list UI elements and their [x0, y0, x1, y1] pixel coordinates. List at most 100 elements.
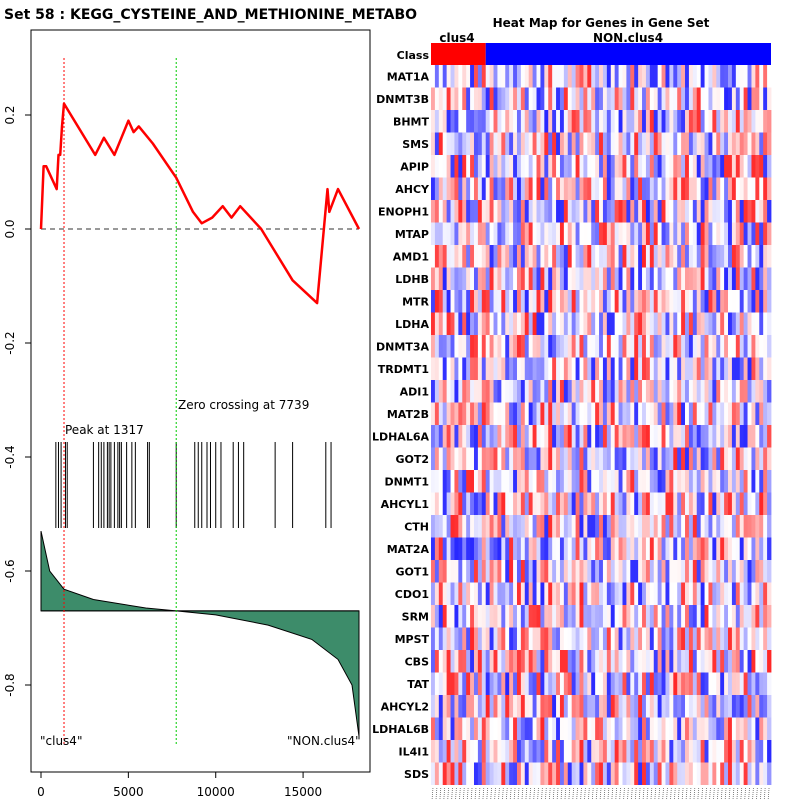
heatmap-cell: [716, 425, 721, 448]
heatmap-cell: [673, 200, 678, 223]
heatmap-cell: [567, 267, 573, 290]
heatmap-cell: [759, 380, 764, 403]
heatmap-cell: [473, 492, 479, 515]
heatmap-cell: [688, 155, 694, 178]
heatmap-cell: [489, 222, 494, 245]
heatmap-cell: [724, 425, 729, 448]
gene-label: LDHA: [395, 318, 429, 331]
heatmap-cell: [532, 290, 537, 313]
heatmap-cell: [614, 155, 619, 178]
heatmap-cell: [751, 582, 756, 605]
heatmap-cell: [728, 762, 733, 785]
heatmap-cell: [708, 650, 713, 673]
heatmap-cell: [720, 335, 725, 358]
heatmap-cell: [599, 132, 604, 155]
sample-label-mark: [619, 787, 621, 800]
heatmap-cell: [610, 380, 616, 403]
heatmap-cell: [669, 357, 674, 380]
heatmap-cell: [700, 447, 705, 470]
heatmap-cell: [536, 537, 541, 560]
heatmap-cell: [466, 515, 471, 538]
heatmap-cell: [638, 380, 643, 403]
heatmap-cell: [614, 402, 619, 425]
heatmap-cell: [665, 222, 670, 245]
heatmap-cell: [645, 447, 651, 470]
heatmap-cell: [661, 582, 666, 605]
sample-label-mark: [513, 787, 516, 800]
heatmap-cell: [450, 470, 455, 493]
heatmap-cell: [446, 627, 451, 650]
heatmap-cell: [657, 110, 662, 133]
heatmap-cell: [559, 312, 565, 335]
heatmap-cell: [524, 627, 530, 650]
heatmap-cell: [606, 402, 612, 425]
heatmap-cell: [610, 605, 616, 628]
heatmap-cell: [716, 762, 721, 785]
heatmap-cell: [716, 267, 721, 290]
heatmap-cell: [630, 717, 635, 740]
heatmap-cell: [630, 447, 635, 470]
heatmap-cell: [481, 177, 487, 200]
heatmap-cell: [638, 245, 643, 268]
heatmap-cell: [563, 627, 569, 650]
heatmap-cell: [602, 200, 608, 223]
heatmap-cell: [552, 650, 557, 673]
heatmap-cell: [645, 402, 651, 425]
heatmap-cell: [688, 402, 694, 425]
heatmap-cell: [688, 447, 694, 470]
heatmap-cell: [653, 357, 659, 380]
sample-label-mark: [662, 787, 664, 800]
heatmap-cell: [606, 177, 612, 200]
heatmap-cell: [473, 222, 479, 245]
heatmap-cell: [591, 627, 596, 650]
heatmap-cell: [720, 312, 725, 335]
heatmap-cell: [634, 110, 639, 133]
heatmap-cell: [556, 447, 561, 470]
heatmap-cell: [485, 222, 491, 245]
heatmap-cell: [458, 515, 463, 538]
heatmap-cell: [739, 177, 745, 200]
heatmap-cell: [509, 537, 514, 560]
heatmap-cell: [626, 492, 631, 515]
heatmap-cell: [567, 357, 573, 380]
heatmap-cell: [583, 672, 588, 695]
heatmap-cell: [599, 402, 604, 425]
heatmap-cell: [442, 132, 448, 155]
heatmap-cell: [556, 357, 561, 380]
heatmap-cell: [669, 650, 674, 673]
heatmap-cell: [618, 402, 623, 425]
heatmap-cell: [513, 132, 518, 155]
heatmap-cell: [454, 515, 459, 538]
heatmap-cell: [575, 695, 580, 718]
heatmap-cell: [567, 335, 573, 358]
heatmap-cell: [528, 87, 534, 110]
heatmap-cell: [528, 245, 534, 268]
heatmap-cell: [528, 672, 534, 695]
heatmap-cell: [431, 425, 436, 448]
heatmap-cell: [599, 110, 604, 133]
heatmap-cell: [599, 222, 604, 245]
heatmap-cell: [497, 177, 502, 200]
heatmap-cell: [700, 245, 705, 268]
heatmap-cell: [450, 515, 455, 538]
heatmap-cell: [513, 200, 518, 223]
heatmap-cell: [614, 290, 619, 313]
heatmap-cell: [622, 537, 627, 560]
heatmap-cell: [591, 605, 596, 628]
heatmap-cell: [661, 650, 666, 673]
heatmap-cell: [520, 110, 526, 133]
heatmap-cell: [708, 245, 713, 268]
heatmap-cell: [743, 110, 748, 133]
heatmap-cell: [751, 447, 756, 470]
heatmap-cell: [743, 200, 748, 223]
heatmap-cell: [552, 447, 557, 470]
heatmap-cell: [634, 222, 639, 245]
heatmap-cell: [587, 177, 592, 200]
heatmap-cell: [466, 177, 471, 200]
heatmap-cell: [563, 132, 569, 155]
heatmap-cell: [587, 245, 592, 268]
heatmap-cell: [696, 87, 702, 110]
heatmap-cell: [735, 312, 741, 335]
heatmap-cell: [743, 402, 748, 425]
heatmap-cell: [630, 177, 635, 200]
